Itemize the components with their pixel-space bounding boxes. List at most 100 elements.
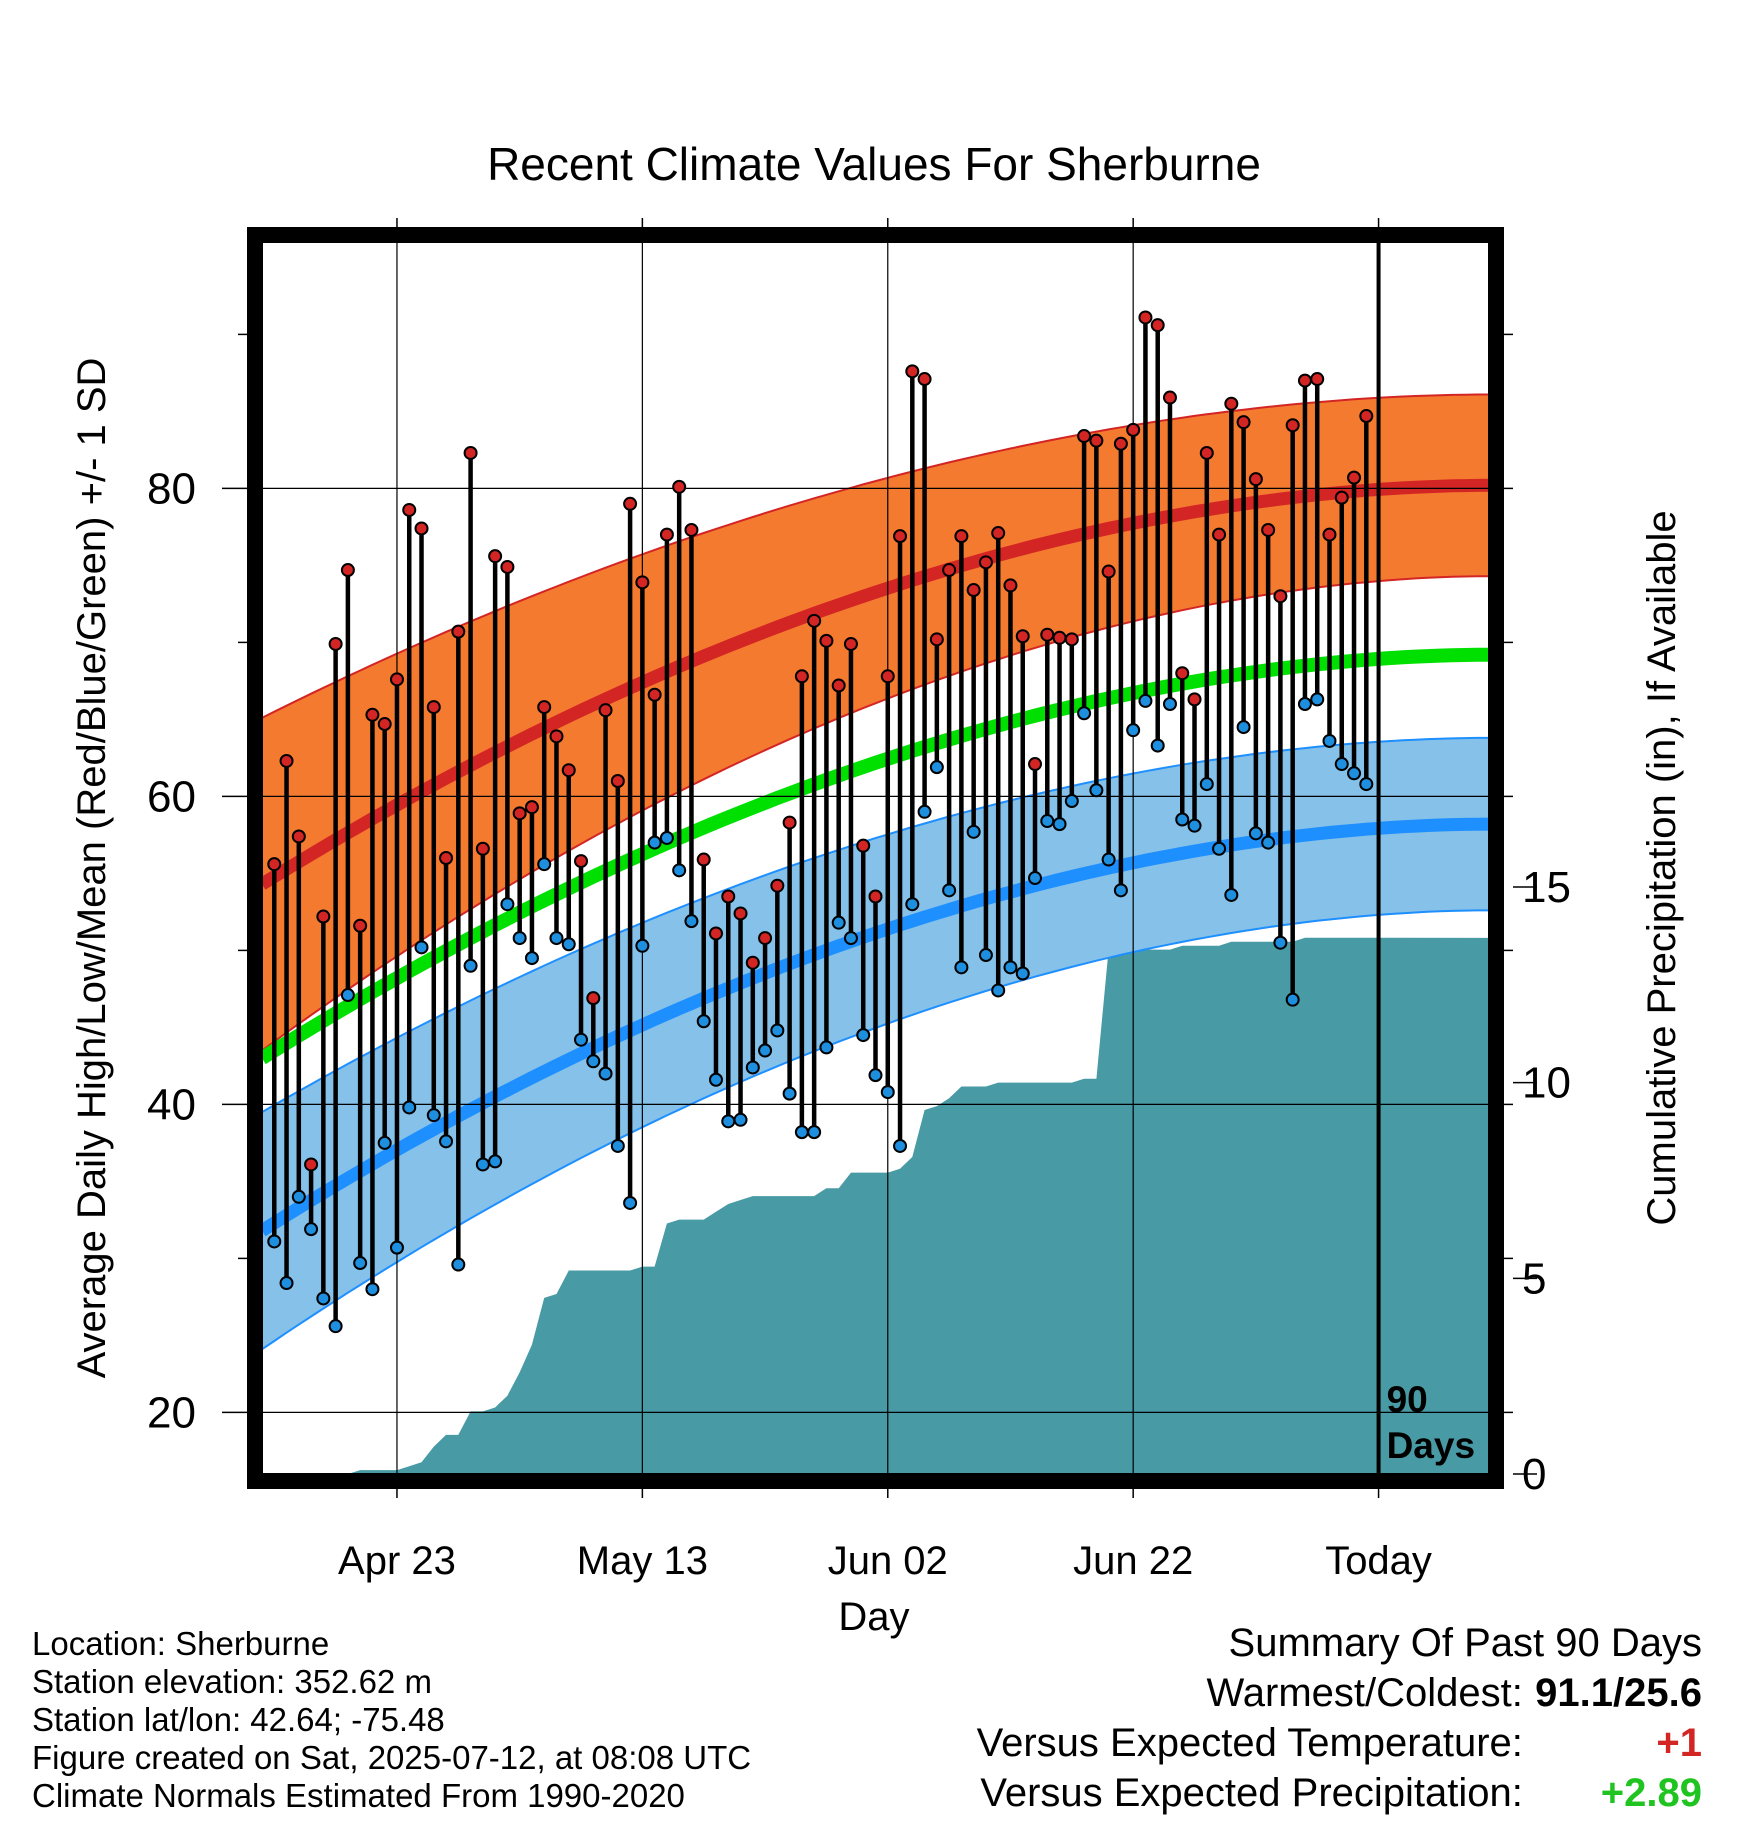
low-point [758, 1043, 773, 1058]
x-axis-label: Day [838, 1595, 909, 1639]
low-point [340, 988, 355, 1003]
high-point [684, 522, 699, 537]
low-point [377, 1135, 392, 1150]
high-point [868, 889, 883, 904]
high-point [524, 800, 539, 815]
low-point [574, 1032, 589, 1047]
high-point [770, 878, 785, 893]
low-point [794, 1125, 809, 1140]
high-point [316, 909, 331, 924]
low-point [291, 1189, 306, 1204]
high-normal-line [262, 478, 1489, 890]
low-point [267, 1234, 282, 1249]
summary-precip-value: +2.89 [1600, 1771, 1702, 1815]
low-point [1310, 692, 1325, 707]
high-point [1261, 522, 1276, 537]
high-point [475, 841, 490, 856]
low-point [831, 915, 846, 930]
high-point [856, 838, 871, 853]
high-point [1077, 429, 1092, 444]
high-point [917, 372, 932, 387]
high-point [1273, 589, 1288, 604]
high-point [1138, 310, 1153, 325]
low-point [905, 897, 920, 912]
low-point [439, 1134, 454, 1149]
high-point [929, 632, 944, 647]
y-tick-label: 60 [147, 772, 196, 821]
high-point [893, 529, 908, 544]
high-point [1212, 527, 1227, 542]
high-point [819, 633, 834, 648]
high-point [758, 931, 773, 946]
low-point [1138, 693, 1153, 708]
low-point [1199, 777, 1214, 792]
high-point [1236, 415, 1251, 430]
low-point [488, 1154, 503, 1169]
low-point [1052, 817, 1067, 832]
high-point [942, 563, 957, 578]
high-point [1322, 527, 1337, 542]
high-point [807, 613, 822, 628]
low-point [929, 760, 944, 775]
high-point [635, 575, 650, 590]
low-point [561, 937, 576, 952]
info-normals: Climate Normals Estimated From 1990-2020 [32, 1777, 685, 1814]
today-label-days: Days [1387, 1425, 1475, 1466]
low-point [917, 804, 932, 819]
low-point [1322, 733, 1337, 748]
low-point [807, 1125, 822, 1140]
high-sd-band [262, 393, 1489, 1052]
high-point [488, 549, 503, 564]
low-point [463, 958, 478, 973]
summary-precip-row: Versus Expected Precipitation: +2.89 [977, 1768, 1702, 1818]
y-tick-label: 20 [147, 1388, 196, 1437]
high-point [1162, 390, 1177, 405]
summary-temp-row: Versus Expected Temperature: +1 [977, 1718, 1702, 1768]
high-point [291, 829, 306, 844]
high-point [1150, 318, 1165, 333]
low-point [893, 1138, 908, 1153]
high-point [623, 496, 638, 511]
station-info: Location: Sherburne Station elevation: 3… [32, 1625, 751, 1815]
summary-title: Summary Of Past 90 Days [1228, 1621, 1702, 1665]
summary-temp-label: Versus Expected Temperature: [976, 1721, 1523, 1765]
high-point [365, 707, 380, 722]
plot-clip-group [262, 242, 1489, 1474]
y2-tick-label: 5 [1522, 1254, 1546, 1303]
low-point [880, 1085, 895, 1100]
low-point [1212, 841, 1227, 856]
low-point [1248, 826, 1263, 841]
high-point [1285, 418, 1300, 433]
high-point [279, 753, 294, 768]
low-point [954, 960, 969, 975]
high-point [1003, 578, 1018, 593]
x-tick-label: Jun 02 [828, 1539, 948, 1583]
high-point [831, 678, 846, 693]
high-point [880, 669, 895, 684]
x-tick-label: Jun 22 [1073, 1539, 1193, 1583]
high-point [659, 527, 674, 542]
low-point [978, 948, 993, 963]
high-point [991, 526, 1006, 541]
low-point [1236, 720, 1251, 735]
low-point [1162, 697, 1177, 711]
low-point [1285, 992, 1300, 1007]
summary-temp-value: +1 [1656, 1721, 1702, 1765]
y2-tick-label: 10 [1522, 1059, 1571, 1108]
low-point [1334, 757, 1349, 772]
low-point [1150, 738, 1165, 753]
y2-tick-label: 15 [1522, 863, 1571, 912]
low-point [647, 835, 662, 850]
high-point [439, 851, 454, 865]
low-point [1015, 966, 1030, 981]
low-point [659, 830, 674, 845]
low-point [1175, 812, 1190, 827]
low-point [1003, 960, 1018, 975]
low-point [672, 863, 687, 878]
info-created: Figure created on Sat, 2025-07-12, at 08… [32, 1739, 752, 1776]
low-point [610, 1138, 625, 1153]
low-point [782, 1086, 797, 1101]
low-point [598, 1066, 613, 1081]
info-location: Location: Sherburne [32, 1625, 330, 1662]
low-point [586, 1054, 601, 1069]
